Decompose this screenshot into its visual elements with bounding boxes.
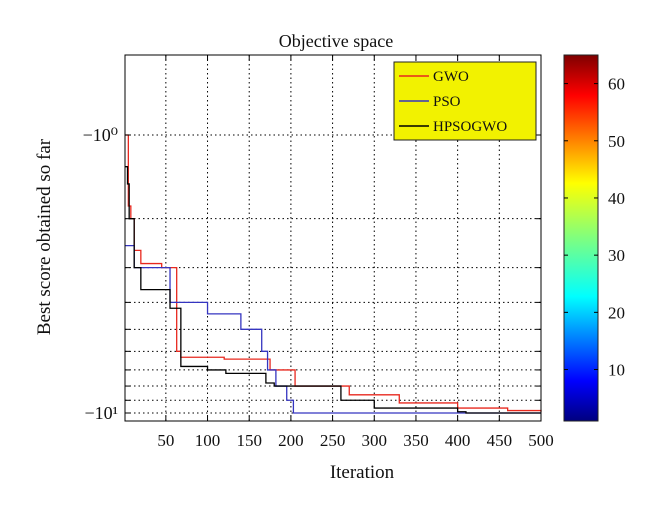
x-tick-label: 300 [362, 431, 388, 450]
chart-title: Objective space [279, 31, 393, 51]
x-tick-label: 400 [445, 431, 471, 450]
y-tick-label: −10⁰ [83, 125, 118, 145]
colorbar-tick-label: 40 [608, 189, 625, 208]
x-tick-label: 50 [157, 431, 174, 450]
x-tick-label: 200 [278, 431, 304, 450]
legend-label-gwo: GWO [433, 69, 469, 85]
plot-area [124, 54, 542, 422]
legend-label-pso: PSO [433, 94, 461, 110]
y-axis-label: Best score obtained so far [34, 138, 55, 335]
x-tick-labels: 50 100 150 200 250 300 350 400 450 500 [157, 431, 553, 450]
legend-label-hpsogwo: HPSOGWO [433, 119, 507, 135]
x-tick-label: 100 [195, 431, 221, 450]
y-tick-labels: −10⁰ −10¹ [83, 125, 118, 423]
series-line-hpsogwo [125, 166, 541, 414]
colorbar: 10 20 30 40 50 60 [563, 54, 625, 422]
x-tick-label: 150 [236, 431, 262, 450]
colorbar-gradient [563, 54, 599, 422]
y-tick-label: −10¹ [84, 403, 118, 423]
plot-lines-layer [125, 134, 542, 414]
x-tick-label: 500 [528, 431, 554, 450]
colorbar-tick-label: 50 [608, 132, 625, 151]
legend: GWO PSO HPSOGWO [393, 61, 537, 141]
x-tick-label: 450 [487, 431, 513, 450]
colorbar-tick-label: 10 [608, 361, 625, 380]
x-tick-label: 250 [320, 431, 346, 450]
series-line-pso [125, 244, 541, 414]
x-tick-label: 350 [403, 431, 429, 450]
colorbar-tick-label: 60 [608, 75, 625, 94]
x-axis-label: Iteration [330, 462, 395, 483]
colorbar-tick-label: 20 [608, 303, 625, 322]
colorbar-tick-label: 30 [608, 246, 625, 265]
